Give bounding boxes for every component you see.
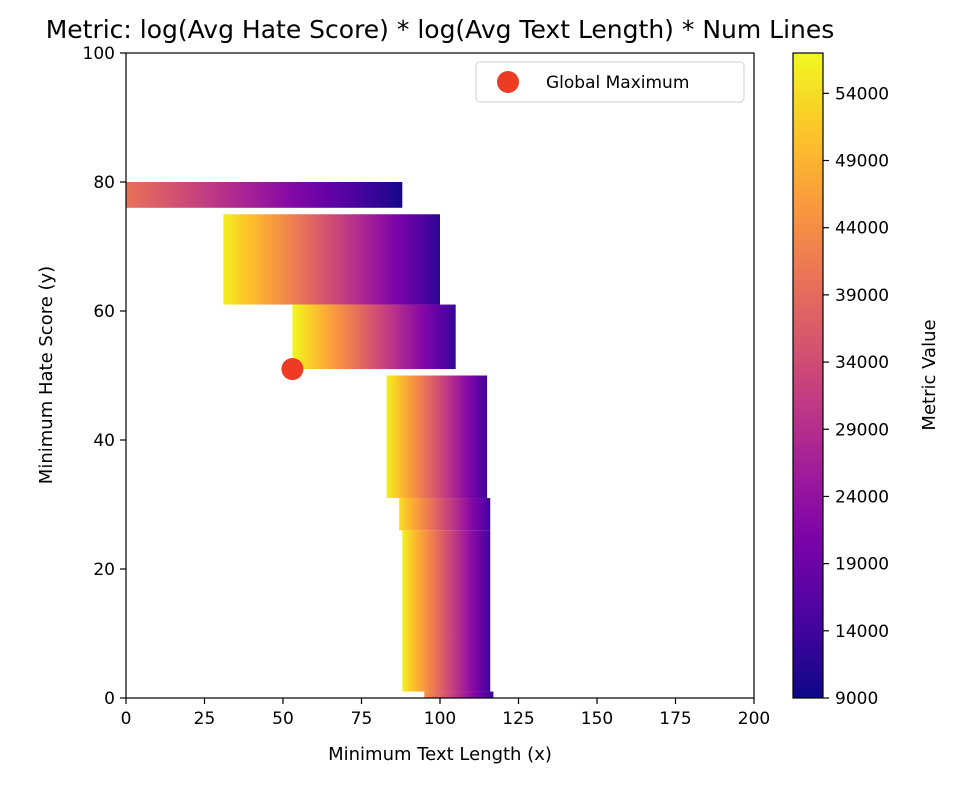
y-tick-label: 80 <box>93 173 115 193</box>
heatmap-region <box>402 530 491 692</box>
heatmap-region <box>424 691 494 698</box>
legend: Global Maximum <box>475 61 745 103</box>
y-tick-label: 100 <box>83 44 115 64</box>
colorbar-tick-label: 49000 <box>835 152 889 172</box>
x-tick-label: 100 <box>424 709 456 729</box>
y-axis-ticks: 0 20 40 60 80 100 <box>83 44 126 709</box>
x-tick-label: 50 <box>272 709 294 729</box>
colorbar-tick-label: 19000 <box>835 555 889 575</box>
x-axis-label: Minimum Text Length (x) <box>328 744 552 765</box>
colorbar-tick-label: 14000 <box>835 622 889 642</box>
legend-entry-global-maximum: Global Maximum <box>546 73 689 93</box>
x-tick-label: 0 <box>121 709 132 729</box>
heatmap-region <box>223 214 440 305</box>
x-axis-ticks: 0 25 50 75 100 125 150 175 200 <box>121 698 770 729</box>
colorbar-tick-label: 44000 <box>835 219 889 239</box>
heatmap-region <box>126 182 403 208</box>
x-tick-label: 125 <box>502 709 534 729</box>
heatmap-region <box>292 304 456 370</box>
x-tick-label: 25 <box>194 709 216 729</box>
y-tick-label: 0 <box>104 689 115 709</box>
colorbar-tick-label: 24000 <box>835 487 889 507</box>
heatmap-regions <box>126 182 494 698</box>
colorbar-label: Metric Value <box>919 319 940 430</box>
x-tick-label: 150 <box>581 709 613 729</box>
marker-layer <box>281 358 304 381</box>
heatmap-region <box>399 498 491 531</box>
y-tick-label: 60 <box>93 302 115 322</box>
legend-marker <box>497 71 519 93</box>
colorbar-frame <box>792 52 824 699</box>
global-maximum-point <box>281 358 304 381</box>
y-tick-label: 20 <box>93 560 115 580</box>
colorbar-ticks: 9000 14000 19000 24000 29000 34000 39000 44000 4… <box>823 84 889 709</box>
colorbar-gradient <box>793 53 823 698</box>
heatmap-region <box>386 375 488 499</box>
y-axis-label: Minimum Hate Score (y) <box>36 266 57 484</box>
colorbar-tick-label: 9000 <box>835 689 878 709</box>
colorbar-tick-label: 54000 <box>835 84 889 104</box>
y-tick-label: 40 <box>93 431 115 451</box>
chart-title: Metric: log(Avg Hate Score) * log(Avg Te… <box>46 15 835 44</box>
colorbar-tick-label: 39000 <box>835 286 889 306</box>
colorbar: 9000 14000 19000 24000 29000 34000 39000 44000 4… <box>792 52 940 709</box>
colorbar-tick-label: 29000 <box>835 420 889 440</box>
x-tick-label: 175 <box>659 709 691 729</box>
colorbar-tick-label: 34000 <box>835 353 889 373</box>
x-tick-label: 75 <box>351 709 373 729</box>
x-tick-label: 200 <box>738 709 770 729</box>
legend-box <box>475 61 745 103</box>
